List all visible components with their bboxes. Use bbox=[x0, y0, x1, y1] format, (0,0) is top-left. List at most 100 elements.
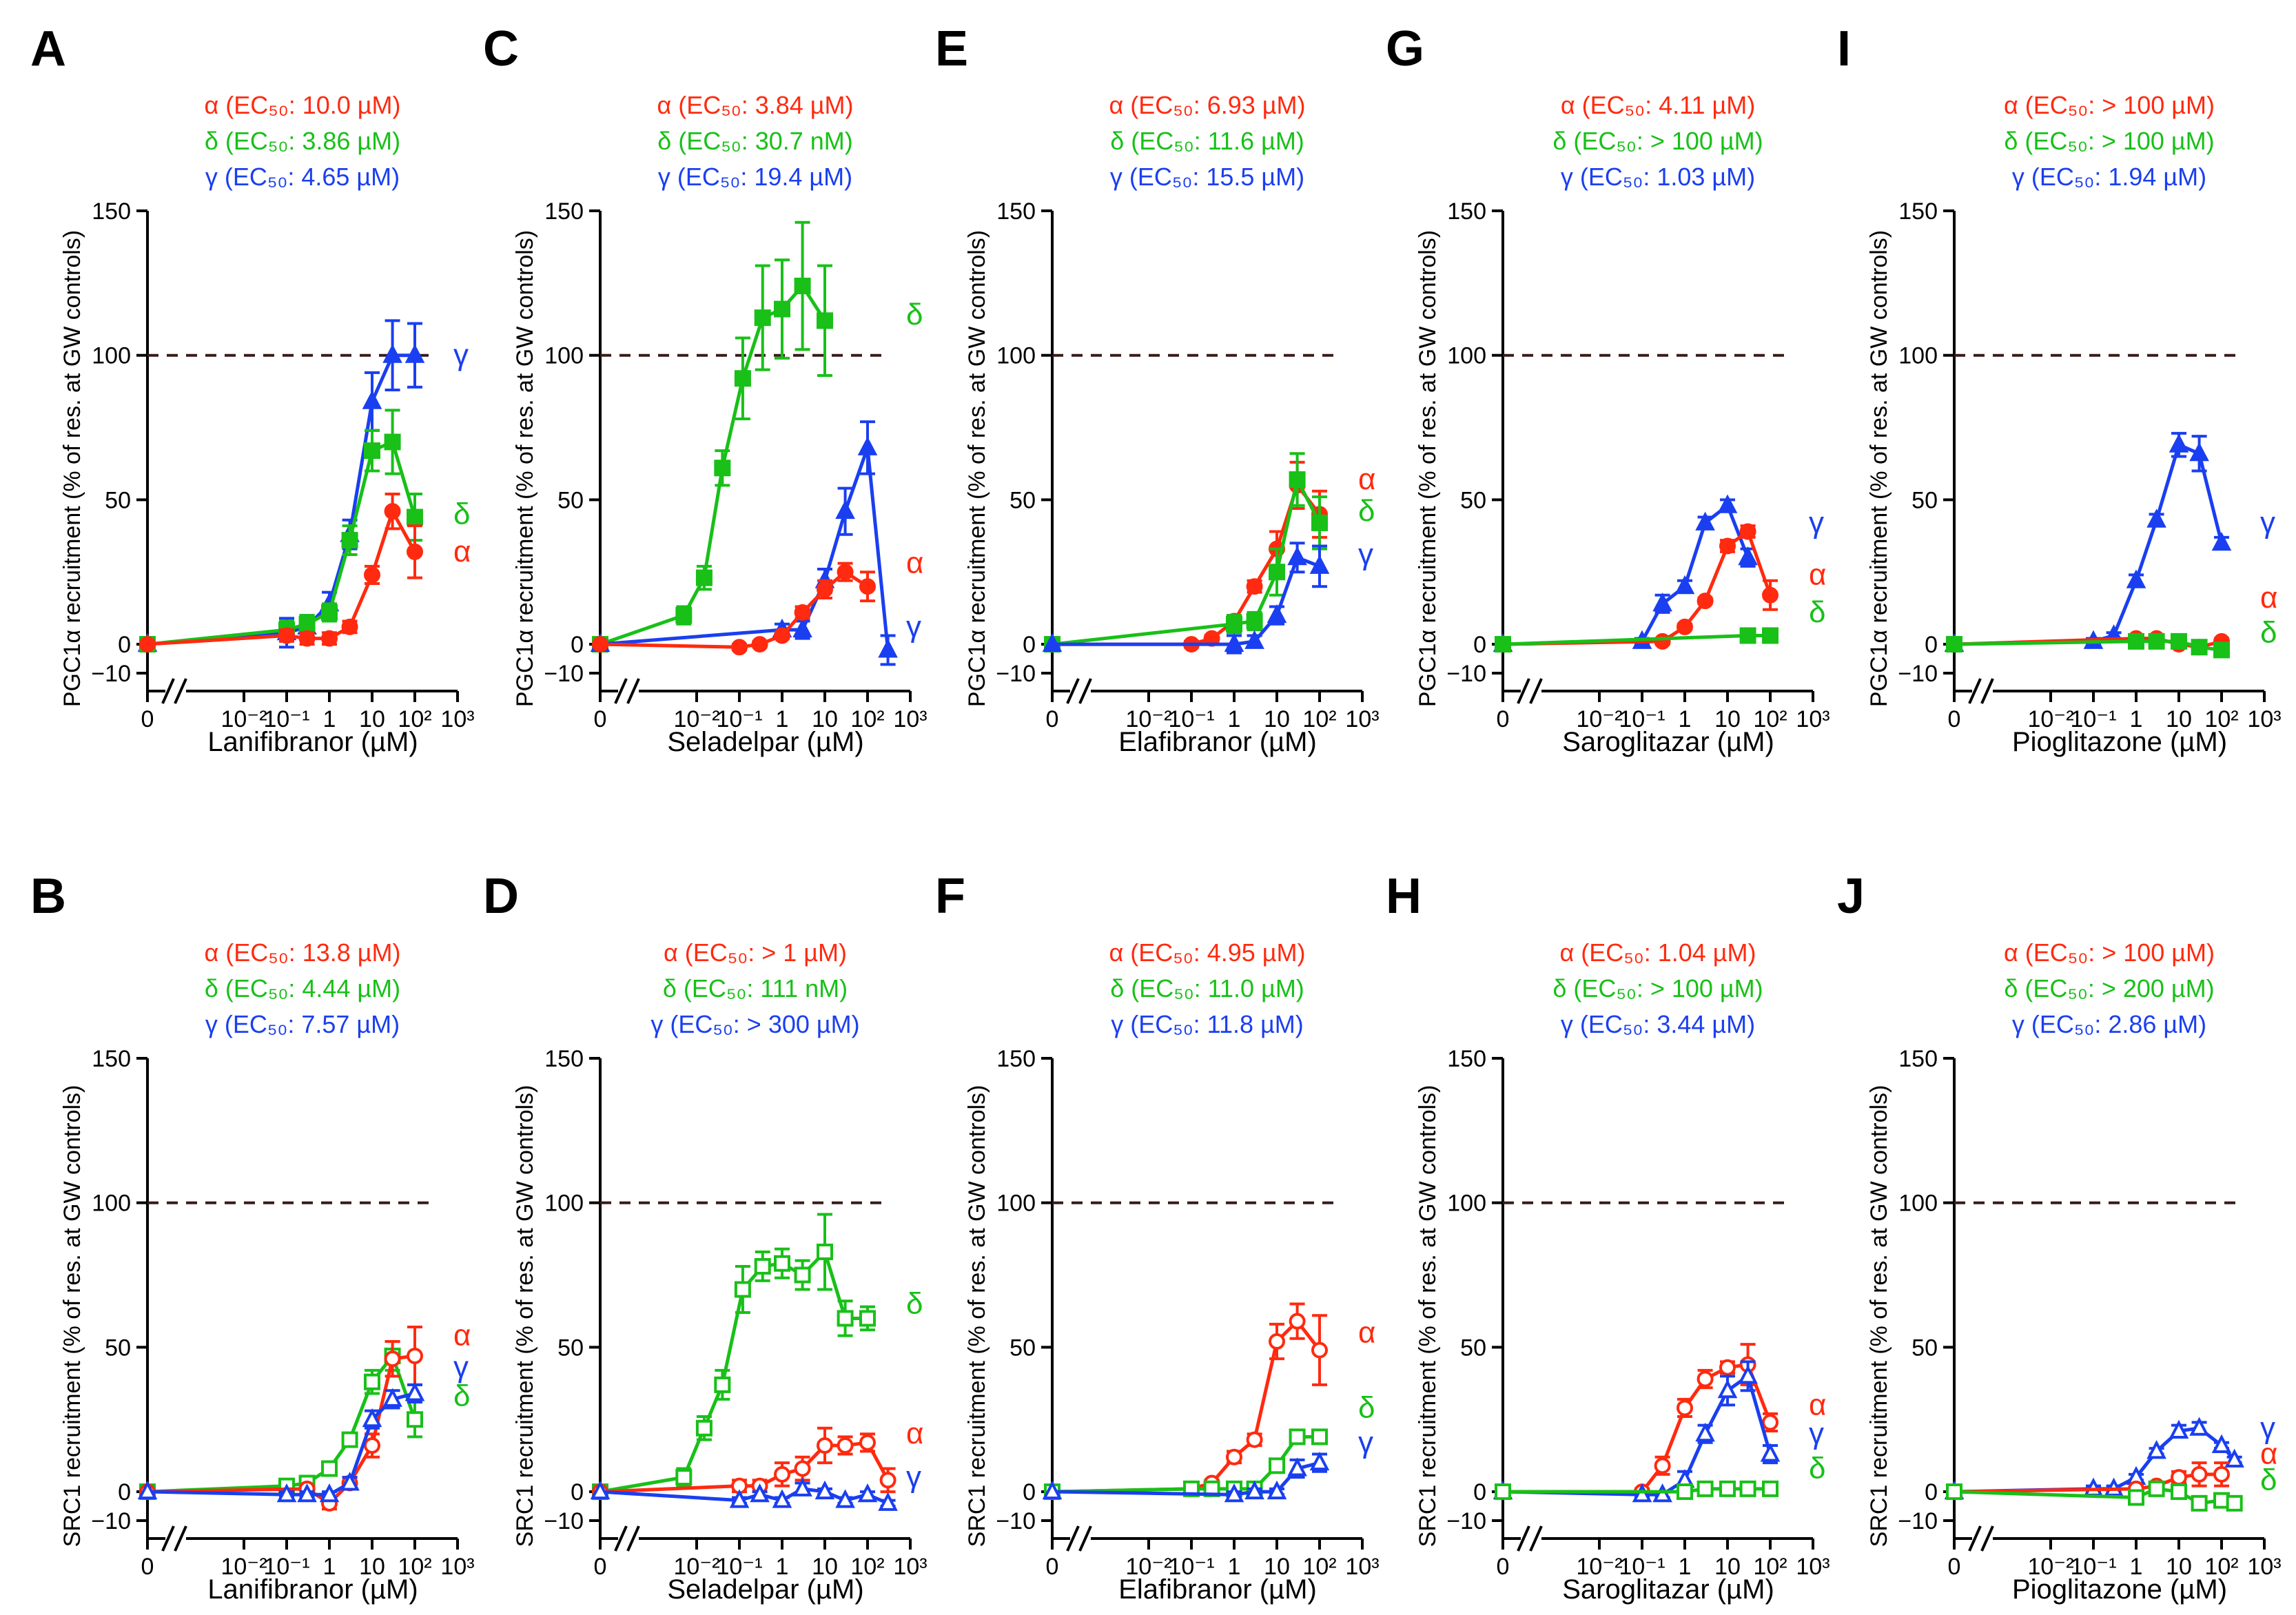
series-gamma bbox=[1042, 542, 1330, 655]
data-point-alpha bbox=[1654, 1457, 1671, 1474]
x-tick-label: 10² bbox=[850, 1554, 884, 1580]
y-axis-label: PGC1α recruitment (% of res. at GW contr… bbox=[964, 230, 990, 707]
series-tag-delta: δ bbox=[1809, 1452, 1826, 1485]
x-tick-label: 10² bbox=[2204, 1554, 2238, 1580]
series-delta bbox=[1946, 632, 2230, 659]
data-point-alpha bbox=[2191, 1465, 2208, 1483]
data-point-delta bbox=[298, 615, 316, 632]
y-tick-label: 50 bbox=[105, 1335, 131, 1361]
data-point-gamma bbox=[792, 1477, 812, 1496]
y-tick-label: 50 bbox=[1911, 1335, 1938, 1361]
y-axis-label: SRC1 recruitment (% of res. at GW contro… bbox=[964, 1085, 990, 1547]
data-point-gamma bbox=[2189, 442, 2209, 462]
data-point-alpha bbox=[1762, 1414, 1779, 1431]
data-point-delta bbox=[2148, 632, 2165, 650]
ec50-label-delta: δ (EC₅₀: > 100 µM) bbox=[1552, 974, 1763, 1002]
data-point-delta bbox=[1289, 1428, 1306, 1446]
data-point-alpha bbox=[731, 639, 748, 656]
data-point-gamma bbox=[1224, 632, 1244, 652]
axis-break-mark bbox=[614, 678, 628, 704]
x-axis-label: Elafibranor (µM) bbox=[1118, 727, 1317, 757]
series-line-gamma bbox=[1954, 442, 2224, 646]
data-point-gamma bbox=[2224, 1448, 2244, 1468]
series-alpha bbox=[592, 562, 876, 656]
data-point-delta bbox=[695, 569, 713, 586]
data-point-gamma bbox=[835, 1489, 855, 1508]
x-tick-label: 10⁻¹ bbox=[716, 706, 762, 732]
series-delta bbox=[139, 409, 423, 653]
data-point-gamma bbox=[2146, 1440, 2166, 1459]
x-tick-label: 10⁻¹ bbox=[1619, 706, 1665, 732]
series-line-alpha bbox=[1503, 1362, 1772, 1494]
panel-letter: F bbox=[935, 869, 965, 924]
chart-panel-h: Hα (EC₅₀: 1.04 µM) δ (EC₅₀: > 100 µM) γ (E… bbox=[1386, 869, 1830, 1605]
series-tag-delta: δ bbox=[453, 1379, 471, 1413]
x-tick-label: 1 bbox=[776, 706, 789, 732]
y-tick-label: −10 bbox=[1898, 1508, 1938, 1534]
y-tick-label: 150 bbox=[92, 1046, 131, 1072]
data-point-delta bbox=[1246, 613, 1263, 630]
chart-panel-f: Fα (EC₅₀: 4.95 µM) δ (EC₅₀: 11.0 µM) γ (EC… bbox=[935, 869, 1380, 1605]
ec50-label-delta: δ (EC₅₀: 11.0 µM) bbox=[1110, 974, 1304, 1002]
data-point-alpha bbox=[817, 1437, 833, 1454]
data-point-alpha bbox=[321, 630, 338, 647]
x-tick-label: 1 bbox=[1679, 706, 1692, 732]
y-tick-label: 100 bbox=[544, 343, 584, 369]
data-point-alpha bbox=[859, 578, 876, 595]
data-point-delta bbox=[675, 1469, 693, 1486]
x-tick-label: 10³ bbox=[893, 706, 927, 732]
axis-break-mark bbox=[1066, 678, 1080, 704]
y-tick-label: 150 bbox=[544, 1046, 584, 1072]
series-line-delta bbox=[599, 282, 827, 646]
data-point-gamma bbox=[404, 344, 425, 363]
y-axis-label: SRC1 recruitment (% of res. at GW contro… bbox=[1415, 1085, 1441, 1547]
panel-letter: G bbox=[1386, 21, 1424, 76]
series-delta bbox=[592, 1213, 876, 1501]
series-delta bbox=[1495, 1480, 1779, 1501]
data-point-delta bbox=[859, 1310, 876, 1327]
axis-break-mark bbox=[1078, 678, 1092, 704]
data-point-delta bbox=[714, 460, 731, 477]
panel-letter: I bbox=[1837, 21, 1851, 76]
ec50-label-delta: δ (EC₅₀: > 100 µM) bbox=[2004, 127, 2214, 155]
y-tick-label: 150 bbox=[1898, 1046, 1938, 1072]
data-point-alpha bbox=[139, 636, 156, 653]
data-point-gamma bbox=[1287, 1457, 1307, 1477]
ec50-label-gamma: γ (EC₅₀: > 300 µM) bbox=[650, 1010, 859, 1038]
data-point-gamma bbox=[362, 1408, 382, 1428]
y-tick-label: −10 bbox=[1898, 661, 1938, 687]
data-point-gamma bbox=[1652, 593, 1672, 612]
x-tick-label: 10⁻² bbox=[2027, 1554, 2073, 1580]
series-gamma bbox=[1944, 431, 2232, 652]
y-tick-label: 0 bbox=[1023, 1479, 1036, 1505]
data-point-gamma bbox=[878, 639, 898, 658]
ec50-label-gamma: γ (EC₅₀: 1.94 µM) bbox=[2012, 163, 2206, 191]
y-tick-label: 100 bbox=[996, 1191, 1036, 1217]
series-tag-gamma: γ bbox=[1809, 1417, 1824, 1450]
data-point-delta bbox=[341, 1431, 358, 1448]
data-point-alpha bbox=[1654, 632, 1671, 650]
data-point-gamma bbox=[772, 1489, 792, 1508]
y-tick-label: 50 bbox=[1911, 487, 1938, 513]
data-point-delta bbox=[774, 300, 790, 318]
x-tick-label: 10⁻² bbox=[1125, 1554, 1171, 1580]
data-point-gamma bbox=[1244, 630, 1264, 649]
x-tick-label: 10³ bbox=[1796, 706, 1829, 732]
ec50-label-delta: δ (EC₅₀: 4.44 µM) bbox=[205, 974, 400, 1002]
x-tick-label: 10² bbox=[1302, 1554, 1336, 1580]
chart-panel-a: Aα (EC₅₀: 10.0 µM) δ (EC₅₀: 3.86 µM) γ (EC… bbox=[30, 21, 475, 757]
series-alpha bbox=[1495, 1343, 1779, 1501]
data-point-alpha bbox=[2171, 1469, 2187, 1486]
y-tick-label: 50 bbox=[1009, 487, 1036, 513]
x-tick-label: 10⁻² bbox=[221, 706, 267, 732]
series-tag-alpha: α bbox=[2260, 1437, 2277, 1471]
series-tag-gamma: γ bbox=[1358, 1426, 1373, 1459]
data-point-delta bbox=[1697, 1480, 1714, 1497]
data-point-alpha bbox=[837, 1437, 854, 1454]
x-tick-label: 0 bbox=[1497, 706, 1510, 732]
data-point-alpha bbox=[774, 627, 790, 644]
chart-panel-d: Dα (EC₅₀: > 1 µM) δ (EC₅₀: 111 nM) γ (EC₅₀… bbox=[483, 869, 927, 1605]
x-tick-label: 10³ bbox=[2247, 1554, 2281, 1580]
y-tick-label: 50 bbox=[1460, 487, 1486, 513]
